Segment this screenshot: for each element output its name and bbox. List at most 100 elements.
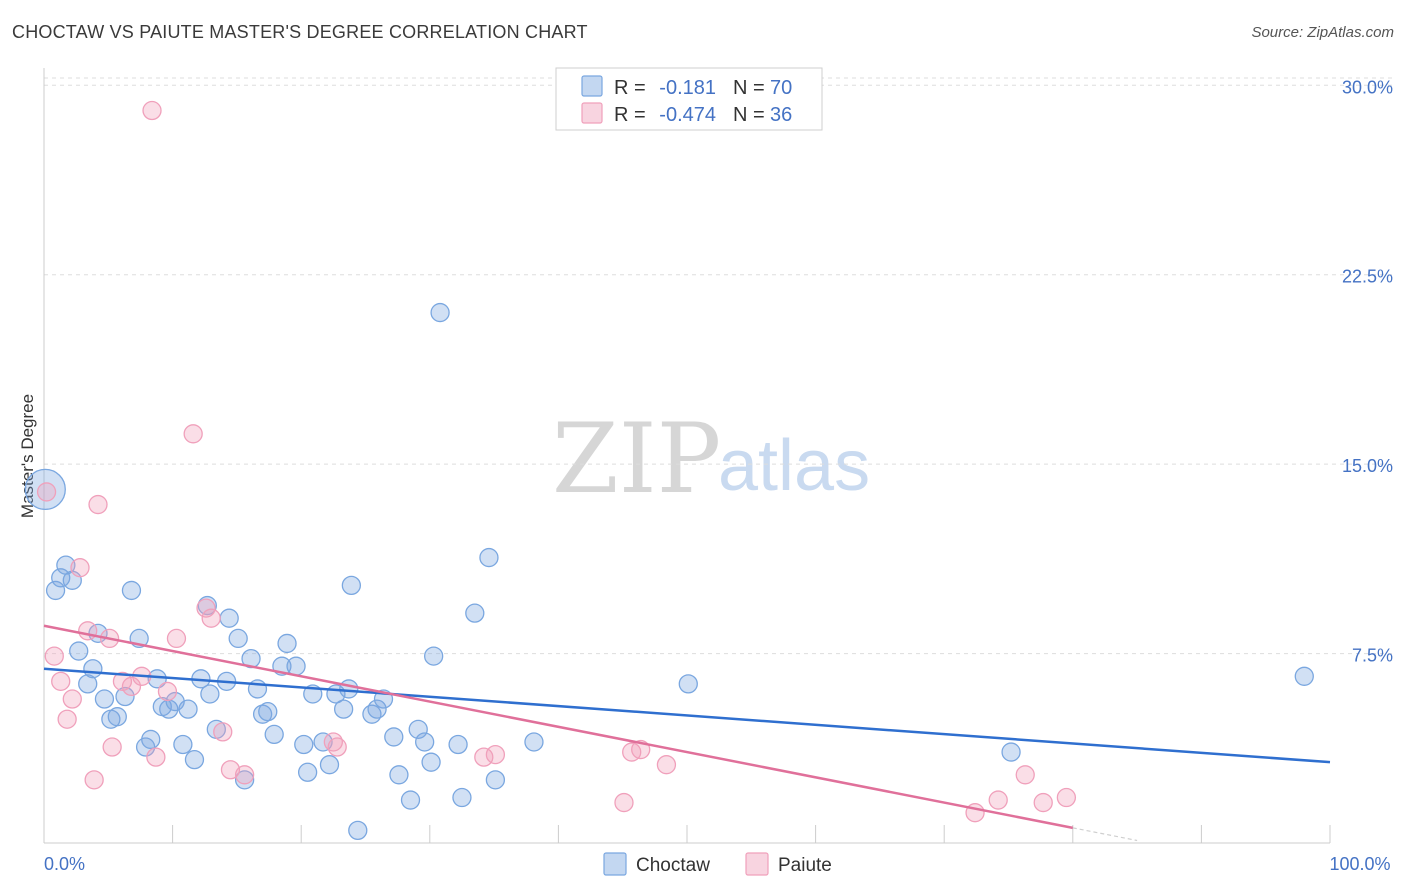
point-paiute-14 [146, 747, 166, 767]
point-choctaw-23 [184, 749, 205, 770]
point-choctaw-12 [115, 686, 135, 707]
legend-r-value-paiute: -0.474 [659, 104, 716, 126]
point-paiute-1 [44, 646, 64, 666]
trend-extension-paiute [1072, 827, 1138, 842]
bottom-legend-label-paiute: Paiute [778, 855, 832, 876]
stats-legend: R = -0.181 N = 70 R = -0.474 N = 36 [555, 67, 823, 131]
bottom-legend-swatch-choctaw [603, 852, 627, 876]
point-choctaw-54 [389, 765, 409, 785]
point-choctaw-48 [341, 575, 362, 596]
point-choctaw-59 [421, 752, 441, 772]
point-paiute-11 [112, 671, 133, 691]
x-tick-label-1: 100.0% [1329, 854, 1390, 874]
point-paiute-20 [213, 722, 233, 742]
point-choctaw-16 [141, 729, 161, 750]
source-credit: Source: ZipAtlas.com [1251, 24, 1394, 41]
point-choctaw-34 [252, 704, 273, 724]
point-paiute-36 [1056, 787, 1077, 808]
point-paiute-17 [183, 424, 203, 444]
point-choctaw-63 [465, 603, 485, 623]
point-paiute-0 [36, 482, 57, 502]
point-choctaw-66 [524, 732, 544, 752]
chart-title: CHOCTAW VS PAIUTE MASTER'S DEGREE CORREL… [12, 22, 588, 42]
point-choctaw-40 [294, 734, 314, 755]
point-choctaw-7 [83, 659, 103, 679]
legend-swatch-choctaw [581, 75, 603, 97]
legend-n-value-paiute: 36 [770, 104, 792, 126]
trend-line-paiute [43, 624, 1074, 830]
watermark-atlas: atlas [718, 426, 870, 506]
point-choctaw-69 [1294, 666, 1314, 686]
point-paiute-5 [70, 558, 90, 578]
point-choctaw-47 [339, 679, 359, 699]
point-choctaw-21 [173, 734, 193, 755]
point-choctaw-5 [69, 641, 89, 661]
y-axis-title: Master's Degree [18, 394, 37, 518]
bottom-legend-swatch-paiute [745, 852, 769, 876]
point-choctaw-0 [24, 468, 66, 511]
point-choctaw-56 [424, 646, 444, 666]
point-paiute-35 [1033, 792, 1053, 813]
point-choctaw-26 [200, 684, 220, 704]
legend-r-label-paiute: R = [614, 104, 646, 126]
y-tick-label-3: 30.0% [1342, 77, 1393, 97]
point-paiute-25 [327, 737, 347, 757]
y-tick-label-0: 7.5% [1352, 646, 1393, 666]
point-choctaw-44 [319, 755, 340, 775]
point-choctaw-39 [286, 656, 306, 676]
legend-swatch-paiute [581, 102, 603, 124]
point-choctaw-43 [313, 732, 333, 752]
point-choctaw-64 [479, 547, 499, 568]
point-paiute-15 [157, 681, 178, 702]
point-paiute-21 [220, 760, 241, 780]
stats-legend-box [555, 67, 823, 131]
point-choctaw-60 [430, 302, 450, 323]
point-choctaw-30 [228, 628, 248, 649]
point-paiute-2 [51, 671, 71, 691]
point-choctaw-53 [384, 727, 404, 747]
point-paiute-8 [88, 494, 108, 515]
point-paiute-7 [84, 770, 104, 790]
bottom-legend-label-choctaw: Choctaw [636, 855, 710, 876]
point-paiute-26 [474, 747, 494, 767]
y-tick-label-1: 15.0% [1342, 456, 1393, 476]
point-choctaw-35 [258, 702, 278, 722]
watermark-zip: ZIP [552, 403, 721, 515]
trend-line-choctaw [43, 667, 1331, 764]
point-paiute-33 [988, 790, 1008, 810]
point-paiute-10 [102, 737, 122, 757]
point-choctaw-49 [348, 820, 368, 841]
point-choctaw-6 [78, 674, 98, 694]
series-choctaw [24, 302, 1314, 841]
point-paiute-3 [57, 709, 77, 729]
point-choctaw-29 [219, 608, 239, 628]
point-paiute-19 [201, 608, 221, 628]
point-paiute-28 [614, 792, 634, 813]
point-choctaw-57 [408, 719, 428, 739]
legend-n-label-paiute: N = [733, 104, 765, 126]
point-choctaw-67 [678, 674, 698, 694]
point-paiute-4 [62, 689, 82, 709]
point-paiute-6 [78, 621, 98, 641]
point-choctaw-41 [297, 762, 318, 782]
trend-lines [43, 624, 1331, 842]
point-choctaw-46 [333, 699, 354, 719]
point-choctaw-68 [1001, 742, 1021, 762]
series-legend: Choctaw Paiute [603, 852, 832, 876]
point-choctaw-55 [400, 790, 421, 810]
gridlines [44, 77, 1392, 655]
point-paiute-31 [656, 755, 677, 775]
point-choctaw-58 [415, 732, 435, 752]
point-paiute-27 [485, 744, 506, 765]
legend-n-label-choctaw: N = [733, 77, 765, 99]
point-choctaw-13 [121, 580, 142, 601]
legend-r-label-choctaw: R = [614, 77, 646, 99]
y-tick-label-2: 22.5% [1342, 267, 1393, 287]
point-choctaw-65 [485, 770, 506, 790]
point-choctaw-61 [448, 734, 468, 755]
point-choctaw-11 [107, 707, 127, 727]
legend-n-value-choctaw: 70 [770, 77, 792, 99]
y-tick-labels: 7.5% 15.0% 22.5% 30.0% [1342, 77, 1393, 665]
point-paiute-22 [234, 765, 255, 785]
point-choctaw-38 [277, 633, 297, 654]
